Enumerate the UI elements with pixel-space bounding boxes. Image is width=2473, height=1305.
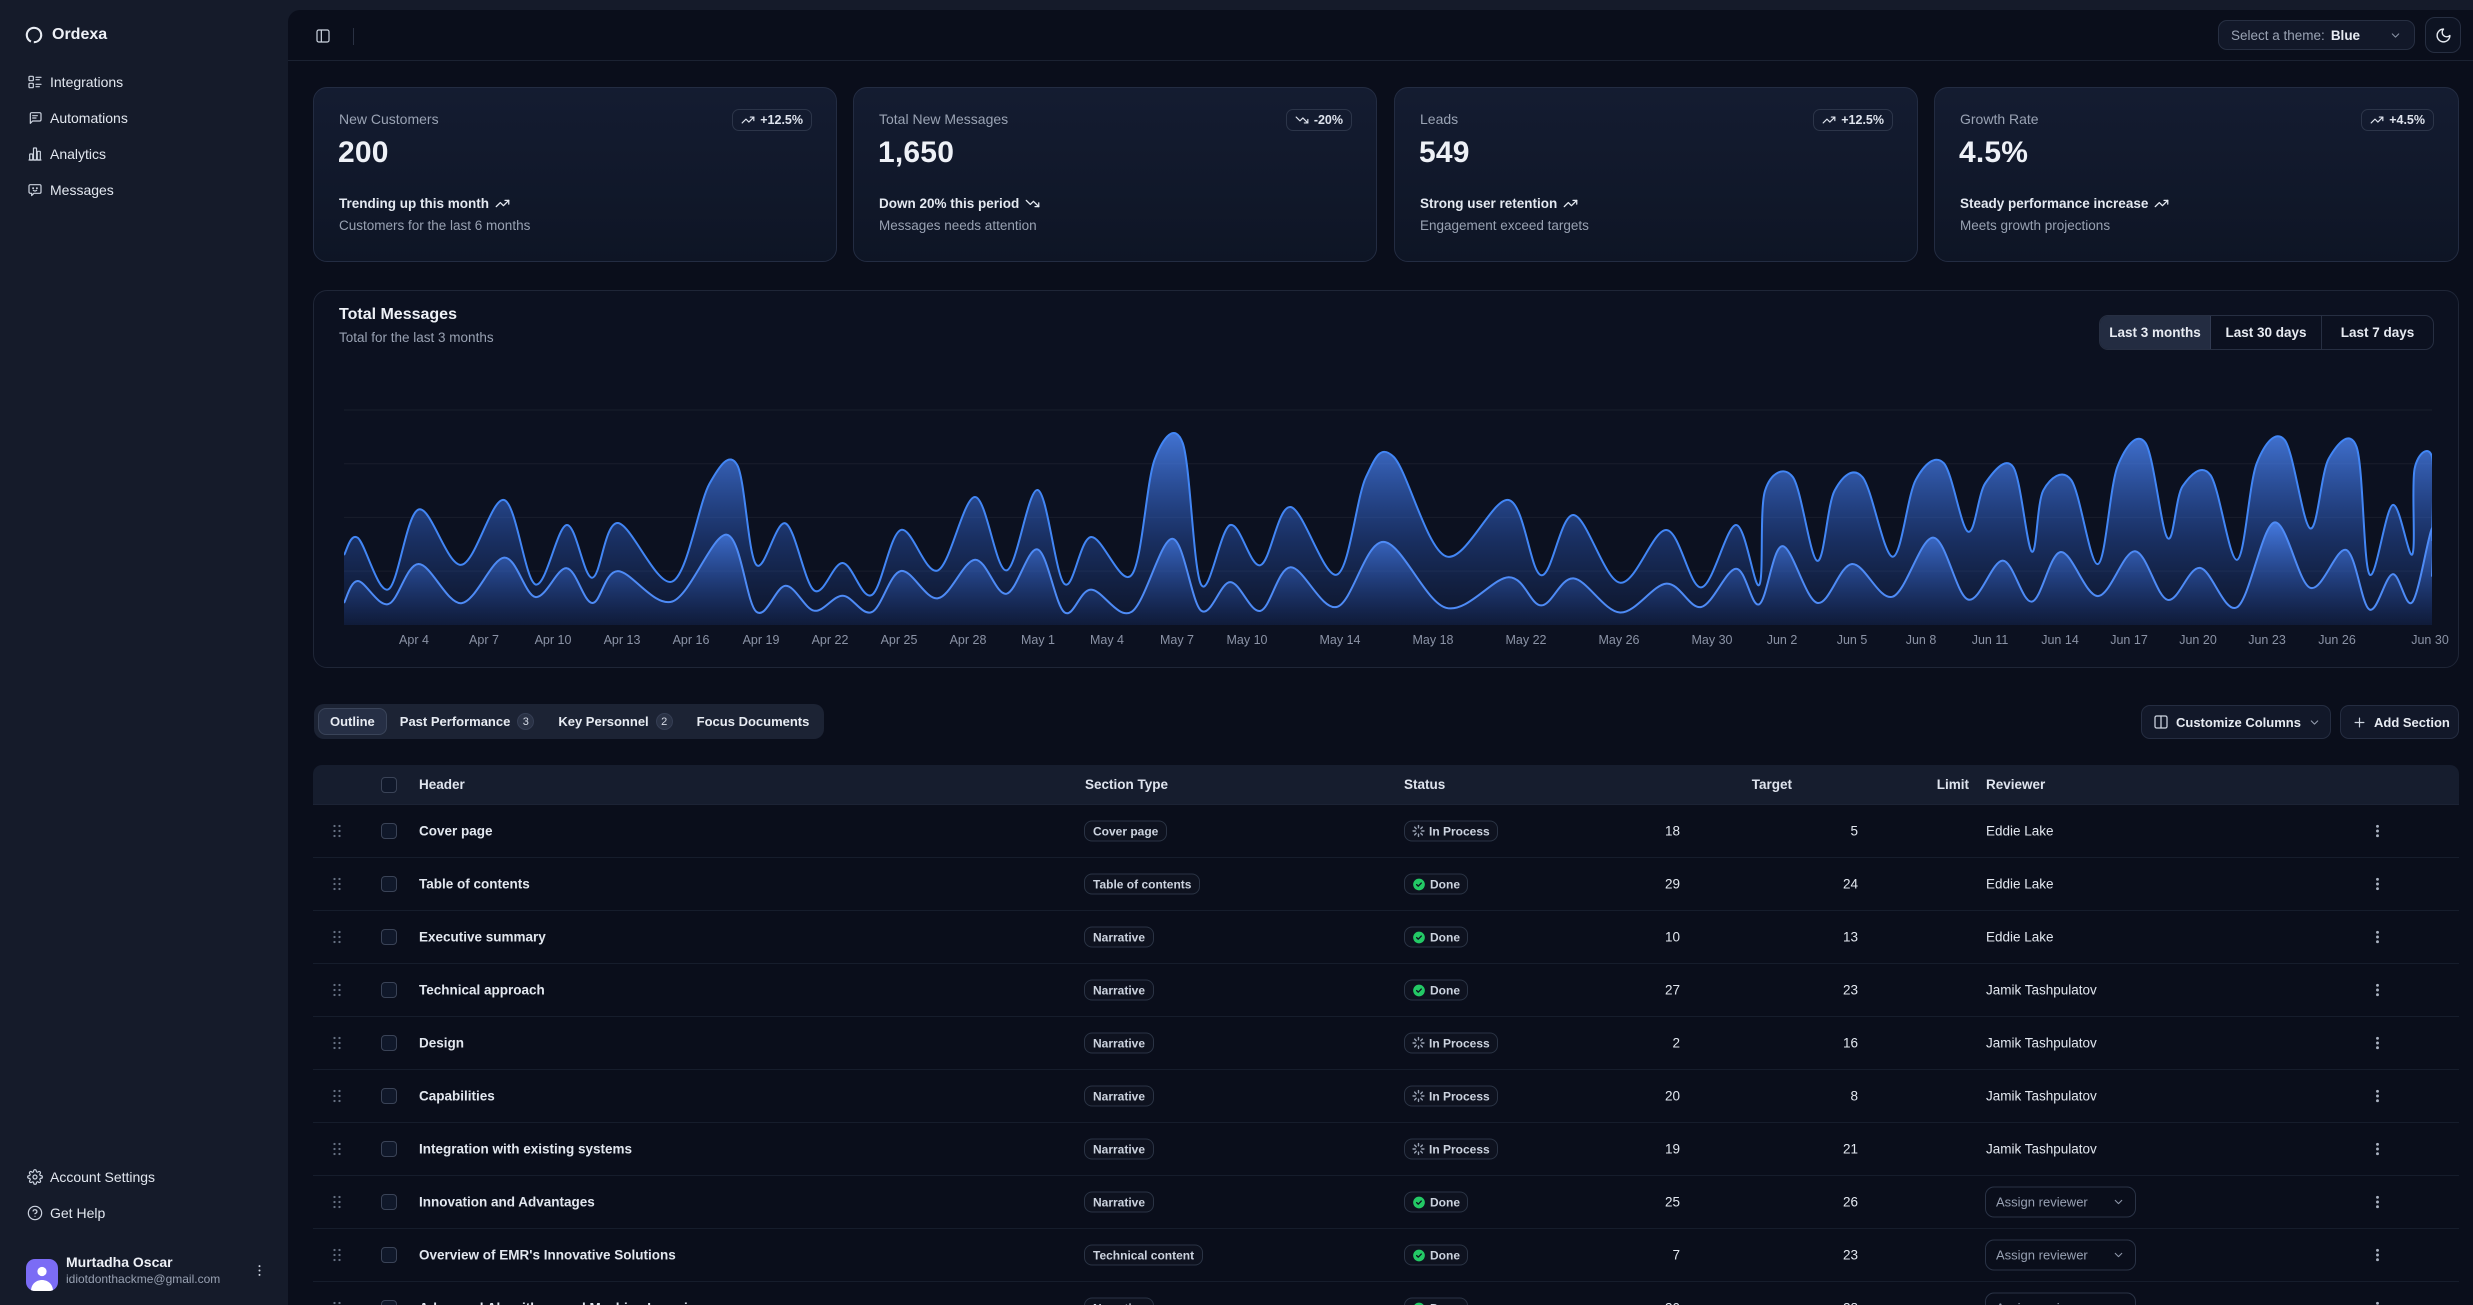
svg-text:May 14: May 14	[1320, 633, 1361, 647]
svg-text:Jun 5: Jun 5	[1837, 633, 1868, 647]
svg-text:Jun 26: Jun 26	[2318, 633, 2356, 647]
svg-text:Apr 7: Apr 7	[469, 633, 499, 647]
svg-text:May 10: May 10	[1227, 633, 1268, 647]
svg-text:May 26: May 26	[1599, 633, 1640, 647]
svg-text:Jun 30: Jun 30	[2411, 633, 2449, 647]
svg-text:May 1: May 1	[1021, 633, 1055, 647]
svg-text:Apr 25: Apr 25	[881, 633, 918, 647]
svg-text:Apr 13: Apr 13	[604, 633, 641, 647]
svg-text:May 4: May 4	[1090, 633, 1124, 647]
svg-text:Jun 23: Jun 23	[2248, 633, 2286, 647]
svg-text:May 18: May 18	[1413, 633, 1454, 647]
svg-text:Apr 28: Apr 28	[950, 633, 987, 647]
svg-text:Apr 4: Apr 4	[399, 633, 429, 647]
svg-text:Jun 17: Jun 17	[2110, 633, 2148, 647]
svg-text:Apr 10: Apr 10	[535, 633, 572, 647]
svg-text:May 7: May 7	[1160, 633, 1194, 647]
svg-text:May 30: May 30	[1692, 633, 1733, 647]
svg-text:Jun 20: Jun 20	[2179, 633, 2217, 647]
svg-text:Jun 14: Jun 14	[2041, 633, 2079, 647]
svg-text:Jun 8: Jun 8	[1906, 633, 1937, 647]
svg-text:Apr 16: Apr 16	[673, 633, 710, 647]
svg-text:Jun 11: Jun 11	[1972, 633, 2009, 647]
svg-text:Apr 19: Apr 19	[743, 633, 780, 647]
svg-text:May 22: May 22	[1506, 633, 1547, 647]
svg-text:Apr 22: Apr 22	[812, 633, 849, 647]
svg-text:Jun 2: Jun 2	[1767, 633, 1798, 647]
